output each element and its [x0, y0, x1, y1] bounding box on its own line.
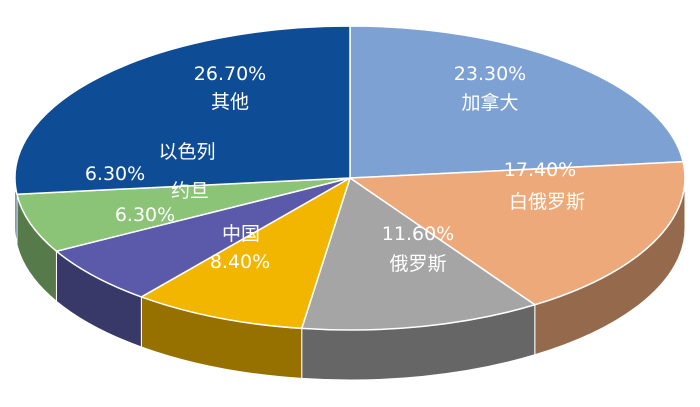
pie-slice-加拿大 [349, 25, 684, 179]
slice-label-俄罗斯: 俄罗斯 [389, 253, 446, 275]
pie-slice-其他 [14, 25, 351, 195]
pie-labels: 23.30% 加拿大 17.40% 白俄罗斯 11.60% 俄罗斯 8.40% 中国 6.30%… [85, 63, 585, 275]
pie-slice-俄罗斯 [301, 177, 536, 331]
slice-label-约旦: 约旦 [171, 180, 209, 202]
slice-label-中国: 中国 [222, 223, 260, 245]
slice-label-白俄罗斯: 白俄罗斯 [509, 191, 585, 213]
slice-percent-俄罗斯: 11.60% [382, 223, 454, 245]
slice-label-其他: 其他 [211, 91, 249, 113]
slice-percent-中国: 8.40% [210, 251, 270, 273]
slice-percent-白俄罗斯: 17.40% [504, 159, 576, 181]
pie-tops [14, 25, 686, 331]
pie-slice-约旦 [55, 177, 351, 298]
slice-percent-以色列: 6.30% [85, 163, 145, 185]
slice-percent-其他: 26.70% [194, 63, 266, 85]
slice-percent-约旦: 6.30% [115, 204, 175, 226]
pie-slice-中国 [140, 177, 351, 330]
slice-label-以色列: 以色列 [158, 141, 215, 163]
slice-percent-加拿大: 23.30% [454, 63, 526, 85]
pie-slice-白俄罗斯 [349, 161, 686, 306]
pie-slice-以色列 [16, 177, 351, 252]
slice-label-加拿大: 加拿大 [461, 91, 518, 114]
